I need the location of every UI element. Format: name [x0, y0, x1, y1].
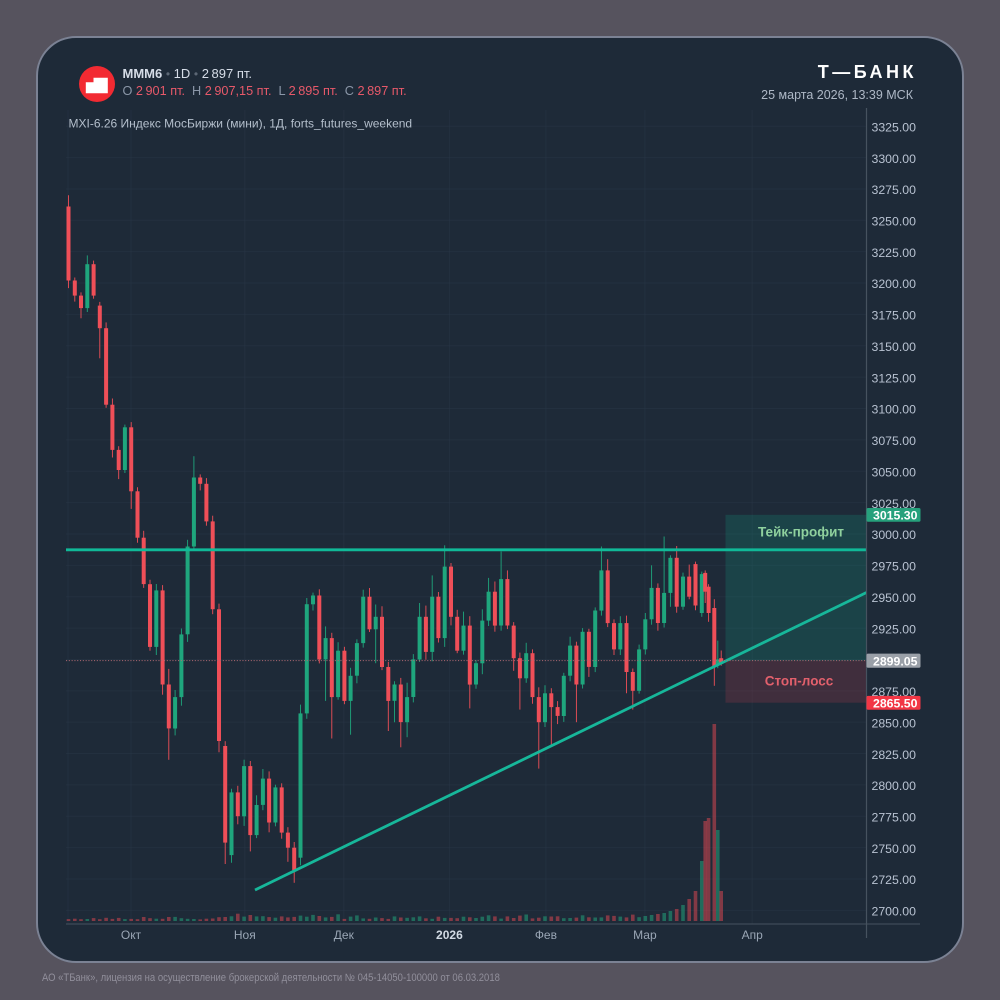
svg-text:2750.00: 2750.00: [872, 842, 917, 856]
svg-text:3050.00: 3050.00: [872, 465, 917, 479]
svg-text:3175.00: 3175.00: [872, 309, 917, 323]
svg-text:3250.00: 3250.00: [872, 215, 917, 229]
svg-text:2026: 2026: [436, 928, 463, 942]
svg-text:2850.00: 2850.00: [872, 716, 917, 730]
svg-text:2700.00: 2700.00: [872, 905, 917, 919]
svg-text:2950.00: 2950.00: [872, 591, 917, 605]
svg-text:2800.00: 2800.00: [872, 779, 917, 793]
svg-text:3075.00: 3075.00: [872, 434, 917, 448]
svg-text:MXI-6.26 Индекс МосБиржи (мини: MXI-6.26 Индекс МосБиржи (мини), 1Д, for…: [69, 117, 413, 131]
svg-text:2825.00: 2825.00: [872, 748, 917, 762]
svg-text:Стоп-лосс: Стоп-лосс: [765, 674, 834, 689]
svg-text:3325.00: 3325.00: [872, 120, 917, 134]
svg-text:2725.00: 2725.00: [872, 873, 917, 887]
svg-text:3225.00: 3225.00: [872, 246, 917, 260]
svg-text:Тейк-профит: Тейк-профит: [758, 525, 844, 540]
svg-text:3100.00: 3100.00: [872, 403, 917, 417]
svg-text:2975.00: 2975.00: [872, 560, 917, 574]
svg-text:3125.00: 3125.00: [872, 371, 917, 385]
svg-text:Апр: Апр: [742, 928, 764, 942]
svg-text:3150.00: 3150.00: [872, 340, 917, 354]
svg-text:Ноя: Ноя: [234, 928, 256, 942]
svg-text:3275.00: 3275.00: [872, 183, 917, 197]
svg-text:2925.00: 2925.00: [872, 622, 917, 636]
svg-text:2899.05: 2899.05: [873, 654, 918, 668]
svg-text:2865.50: 2865.50: [873, 696, 918, 710]
svg-text:2875.00: 2875.00: [872, 685, 917, 699]
svg-text:2775.00: 2775.00: [872, 811, 917, 825]
svg-text:3000.00: 3000.00: [872, 528, 917, 542]
svg-text:Дек: Дек: [334, 928, 355, 942]
svg-text:Окт: Окт: [121, 928, 142, 942]
svg-text:3300.00: 3300.00: [872, 152, 917, 166]
svg-text:Мар: Мар: [633, 928, 657, 942]
svg-text:Фев: Фев: [535, 928, 557, 942]
svg-text:3200.00: 3200.00: [872, 277, 917, 291]
svg-text:3025.00: 3025.00: [872, 497, 917, 511]
svg-text:3015.30: 3015.30: [873, 509, 918, 523]
